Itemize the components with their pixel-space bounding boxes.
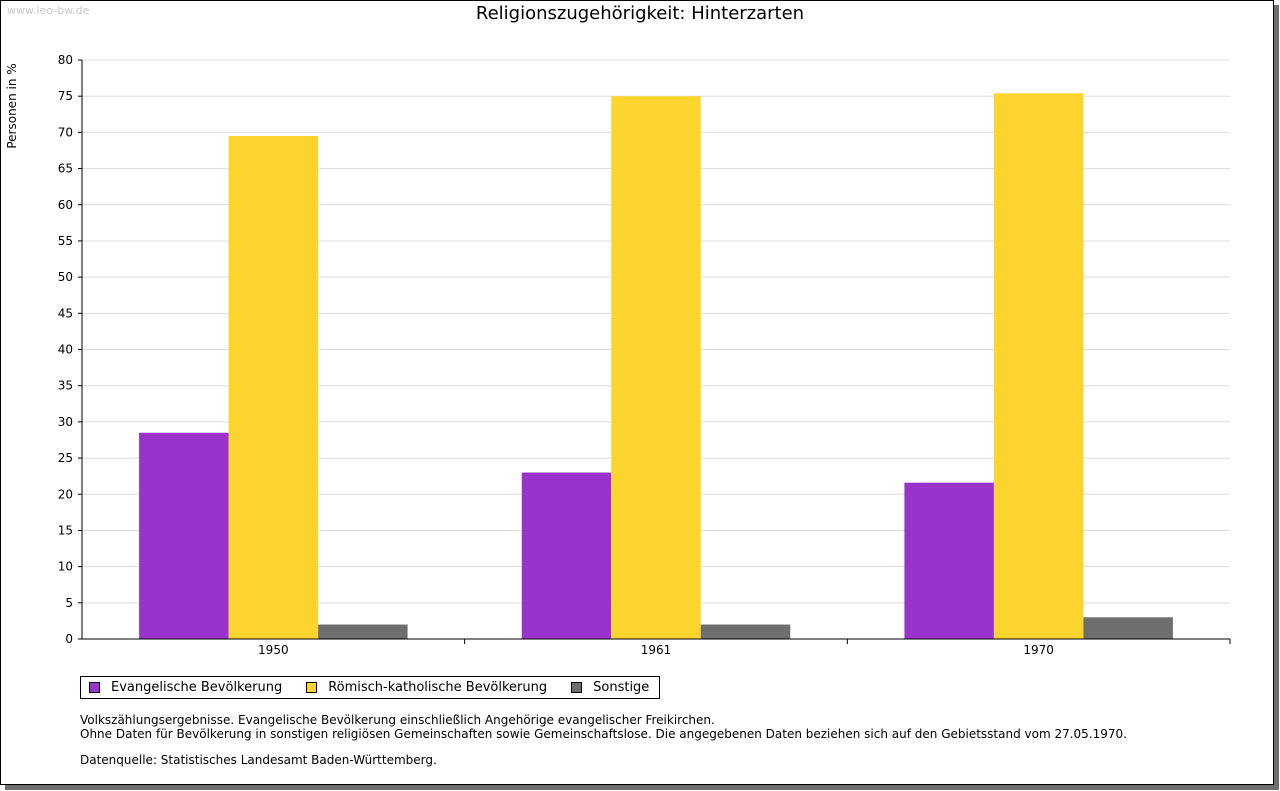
y-tick-label-80: 80 (58, 53, 73, 67)
y-tick-label-50: 50 (58, 270, 73, 284)
notes: Volkszählungsergebnisse. Evangelische Be… (80, 713, 1127, 767)
bars (139, 93, 1173, 640)
y-tick-label-70: 70 (58, 125, 73, 139)
watermark: www.leo-bw.de (7, 4, 90, 17)
x-tick-label-1970: 1970 (1023, 643, 1054, 657)
y-tick-label-60: 60 (58, 198, 73, 212)
legend-item-sonstige: Sonstige (571, 680, 649, 695)
y-tick-label-10: 10 (58, 560, 73, 574)
note-line-2: Ohne Daten für Bevölkerung in sonstigen … (80, 727, 1127, 741)
y-tick-label-15: 15 (58, 523, 73, 537)
y-tick-label-30: 30 (58, 415, 73, 429)
note-line-1: Volkszählungsergebnisse. Evangelische Be… (80, 713, 715, 727)
legend-swatch-katholisch (306, 682, 318, 693)
y-axis-label: Personen in % (5, 63, 19, 148)
y-tick-label-55: 55 (58, 234, 73, 248)
legend-label-sonstige: Sonstige (593, 680, 650, 695)
x-tick-label-1961: 1961 (641, 643, 672, 657)
y-tick-label-75: 75 (58, 89, 73, 103)
legend-swatch-sonstige (571, 682, 583, 693)
data-source: Datenquelle: Statistisches Landesamt Bad… (80, 753, 437, 767)
y-tick-label-20: 20 (58, 487, 73, 501)
y-tick-label-5: 5 (65, 596, 73, 610)
bar-1961-2 (611, 96, 701, 639)
bar-1950-3 (318, 624, 408, 639)
legend-swatch-evangelisch (89, 682, 100, 693)
y-tick-label-65: 65 (58, 162, 73, 176)
bar-1970-1 (904, 482, 994, 639)
x-tick-label-1950: 1950 (258, 643, 289, 657)
legend: Evangelische Bevölkerung Römisch-katholi… (80, 676, 661, 699)
axes: 0 5 10 15 20 25 30 35 40 45 50 55 60 65 70 75 80 1950 1961… (58, 53, 1231, 657)
legend-label-evangelisch: Evangelische Bevölkerung (111, 680, 283, 695)
chart-title: Religionszugehörigkeit: Hinterzarten (475, 3, 805, 24)
bar-1961-1 (521, 472, 612, 639)
bar-1961-3 (700, 624, 791, 639)
y-tick-label-0: 0 (65, 632, 73, 646)
bar-chart: 0 5 10 15 20 25 30 35 40 45 50 55 60 65 70 75 80 1950 1961… (5, 53, 1231, 657)
legend-item-evangelisch: Evangelische Bevölkerung (89, 680, 282, 695)
y-tick-label-45: 45 (58, 306, 73, 320)
bar-1970-3 (1083, 617, 1173, 639)
y-tick-label-35: 35 (58, 379, 73, 393)
y-tick-label-40: 40 (58, 343, 73, 357)
bar-1950-2 (228, 135, 319, 639)
bar-1970-2 (993, 93, 1084, 640)
legend-item-katholisch: Römisch-katholische Bevölkerung (306, 680, 547, 695)
y-tick-label-25: 25 (58, 451, 73, 465)
legend-label-katholisch: Römisch-katholische Bevölkerung (328, 680, 548, 695)
bar-1950-1 (139, 432, 229, 639)
